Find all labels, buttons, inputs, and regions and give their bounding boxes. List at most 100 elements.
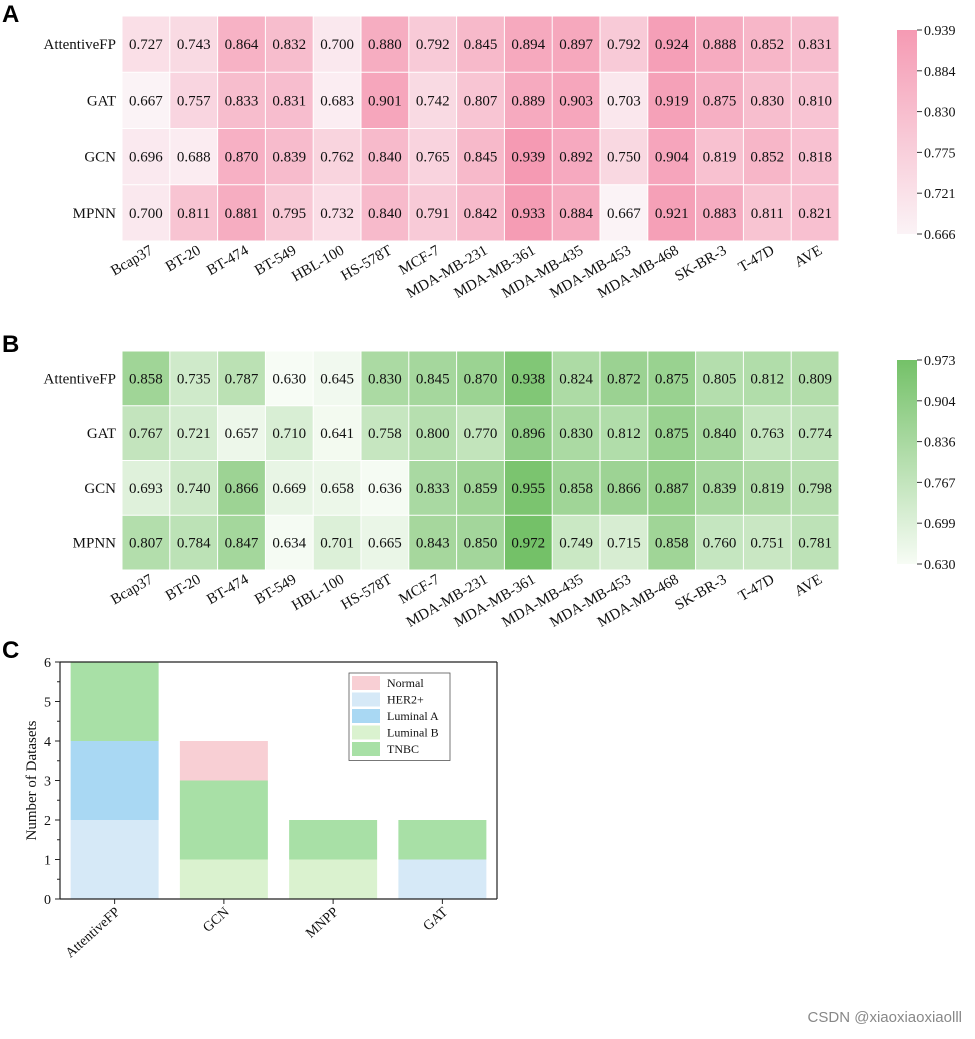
heatmap-b-cell: [552, 406, 600, 460]
colorbar-b-tick-label: 0.699: [924, 517, 956, 532]
heatmap-b-cell: [696, 515, 743, 570]
legend-swatch: [352, 692, 380, 707]
colorbar-a-tick-label: 0.830: [924, 106, 956, 121]
heatmap-a-cell: [552, 16, 600, 72]
legend-swatch: [352, 725, 380, 740]
heatmap-a: 0.727 0.743 0.864 0.832 0.700 0.880 0.792 0.845…: [43, 16, 839, 302]
heatmap-a-cell-value: 0.845: [464, 150, 498, 166]
colorbar-a-tick-label: 0.775: [924, 146, 956, 161]
heatmap-b-column-label: HS-578T: [339, 572, 395, 614]
y-tick-label: 5: [44, 696, 51, 711]
heatmap-a-cell-value: 0.810: [798, 93, 832, 109]
heatmap-b-cell-value: 0.858: [655, 536, 689, 552]
heatmap-a-cell: [600, 129, 648, 185]
heatmap-b-cell: [457, 515, 504, 570]
y-tick-label: 4: [44, 735, 51, 750]
heatmap-a-cell-value: 0.703: [607, 93, 641, 109]
heatmap-b-column-label: Bcap37: [108, 571, 156, 608]
legend-label: Normal: [387, 676, 424, 690]
heatmap-a-cell: [170, 185, 218, 241]
heatmap-a-cell-value: 0.852: [750, 37, 784, 53]
heatmap-b-cell-value: 0.763: [750, 426, 784, 442]
heatmap-a-cell: [122, 129, 170, 185]
heatmap-b-cell: [409, 461, 457, 515]
heatmap-a-row-label: GCN: [84, 150, 116, 166]
heatmap-a-cell-value: 0.688: [177, 150, 211, 166]
heatmap-a-cell: [313, 16, 361, 72]
heatmap-b-cell-value: 0.819: [750, 481, 784, 497]
y-tick-label: 2: [44, 814, 51, 829]
heatmap-b-column-label: SK-BR-3: [672, 572, 729, 614]
legend-label: HER2+: [387, 693, 424, 707]
heatmap-b-cell-value: 0.859: [464, 481, 498, 497]
colorbar-b-tick-label: 0.630: [924, 558, 956, 573]
heatmap-a-cell-value: 0.667: [129, 93, 163, 109]
heatmap-b-cell-value: 0.767: [129, 426, 163, 442]
heatmap-a-cell-value: 0.762: [320, 150, 354, 166]
colorbar-a-tick-label: 0.939: [924, 24, 956, 39]
heatmap-b-cell: [743, 406, 791, 460]
heatmap-b-cell-value: 0.896: [511, 426, 545, 442]
heatmap-b-cell-value: 0.830: [368, 371, 402, 387]
heatmap-b-cell-value: 0.693: [129, 481, 163, 497]
colorbar-b-tick-label: 0.767: [924, 476, 956, 491]
heatmap-b-cell-value: 0.866: [607, 481, 641, 497]
bar-segment: [179, 780, 268, 860]
heatmap-a-cell: [457, 129, 504, 185]
x-tick-label: MNPP: [303, 905, 342, 942]
heatmap-a-cell: [600, 16, 648, 72]
heatmap-b-cell: [791, 515, 839, 570]
heatmap-a-cell: [361, 16, 409, 72]
x-tick-label: GAT: [421, 905, 452, 935]
heatmap-a-cell: [218, 129, 265, 185]
heatmap-a-cell-value: 0.924: [655, 37, 689, 53]
heatmap-b-cell-value: 0.858: [559, 481, 593, 497]
heatmap-b-cell: [265, 515, 313, 570]
heatmap-b-cell-value: 0.721: [177, 426, 211, 442]
heatmap-a-cell: [122, 72, 170, 128]
heatmap-a-cell-value: 0.840: [368, 150, 402, 166]
heatmap-b-cell: [504, 406, 552, 460]
panel-label-b: B: [2, 331, 19, 358]
heatmap-b-cell-value: 0.749: [559, 536, 593, 552]
heatmap-b-cell: [648, 406, 696, 460]
heatmap-b-cell: [552, 515, 600, 570]
heatmap-b-cell: [600, 515, 648, 570]
heatmap-a-cell: [552, 185, 600, 241]
heatmap-a-cell-value: 0.795: [272, 206, 306, 222]
panel-label-c: C: [2, 637, 19, 664]
heatmap-b-cell-value: 0.858: [129, 371, 163, 387]
stacked-bar-chart-c: AttentiveFP GCN MNPP GAT 0 1 2 3 4 5 6 Number of Da…: [24, 656, 498, 961]
heatmap-b-cell: [409, 515, 457, 570]
heatmap-b-cell: [504, 515, 552, 570]
heatmap-a-cell-value: 0.870: [225, 150, 259, 166]
heatmap-a-cell: [361, 185, 409, 241]
heatmap-a-cell-value: 0.840: [368, 206, 402, 222]
heatmap-a-cell-value: 0.845: [464, 37, 498, 53]
heatmap-b-cell: [265, 461, 313, 515]
heatmap-b-cell-value: 0.665: [368, 536, 402, 552]
heatmap-b-cell-value: 0.787: [225, 371, 259, 387]
heatmap-a-column-label: T-47D: [736, 243, 778, 276]
heatmap-a-cell: [504, 185, 552, 241]
heatmap-a-cell: [265, 72, 313, 128]
heatmap-b-cell: [504, 351, 552, 406]
heatmap-a-cell-value: 0.852: [750, 150, 784, 166]
heatmap-b-cell-value: 0.645: [320, 371, 354, 387]
heatmap-a-cell: [504, 16, 552, 72]
watermark: CSDN @xiaoxiaoxiaolll: [808, 1009, 962, 1026]
heatmap-b-cell-value: 0.938: [511, 371, 545, 387]
heatmap-b-cell: [457, 461, 504, 515]
legend-label: Luminal A: [387, 709, 439, 723]
heatmap-b-cell: [696, 406, 743, 460]
heatmap-a-cell: [265, 185, 313, 241]
heatmap-b-cell-value: 0.824: [559, 371, 593, 387]
heatmap-a-cell: [743, 185, 791, 241]
heatmap-b-cell-value: 0.630: [272, 371, 306, 387]
heatmap-b-cell-value: 0.774: [798, 426, 832, 442]
heatmap-b-cell-value: 0.850: [464, 536, 498, 552]
heatmap-a-cell-value: 0.921: [655, 206, 689, 222]
colorbar-b-gradient: [897, 360, 917, 564]
heatmap-a-cell-value: 0.811: [751, 206, 784, 222]
heatmap-a-cell: [170, 129, 218, 185]
